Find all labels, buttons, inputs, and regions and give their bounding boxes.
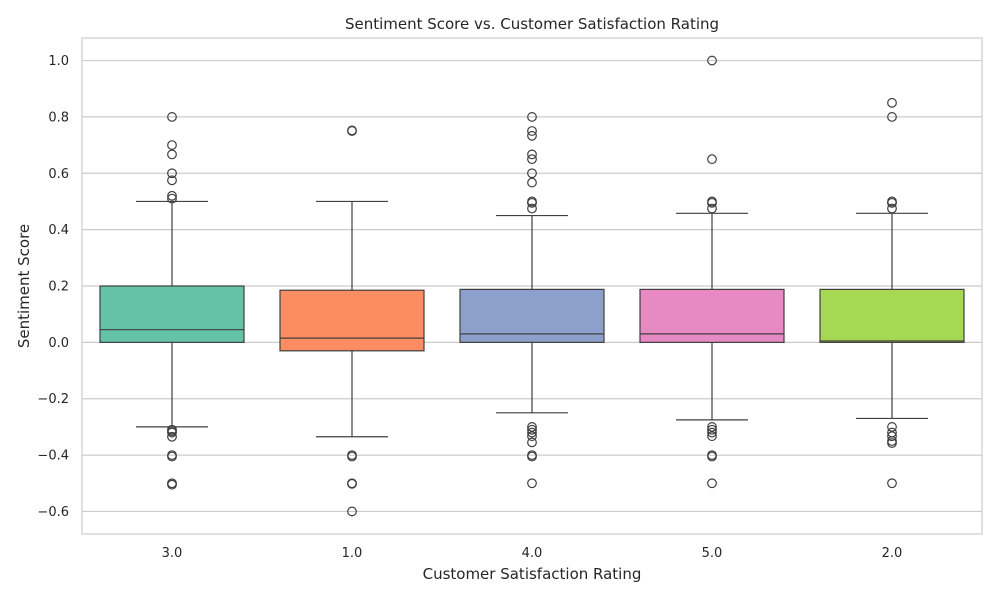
axis-ticks: −0.6 −0.4 −0.2 0.0 0.2 0.4 0.6 0.8 1.0 3.0 1.0 4.0 5… bbox=[37, 54, 902, 561]
outlier-point bbox=[527, 478, 537, 489]
x-axis-label: Customer Satisfaction Rating bbox=[423, 565, 642, 583]
y-tick-label: 0.2 bbox=[48, 280, 69, 295]
outlier-point bbox=[887, 203, 897, 214]
x-tick-label: 3.0 bbox=[162, 546, 183, 561]
chart-title: Sentiment Score vs. Customer Satisfactio… bbox=[345, 15, 719, 33]
outlier-point bbox=[527, 422, 537, 432]
outlier-point bbox=[887, 478, 897, 489]
box-group-2.0 bbox=[819, 97, 965, 489]
box-group-5.0 bbox=[639, 55, 785, 489]
plot-frame bbox=[81, 37, 983, 535]
outlier-point bbox=[707, 154, 717, 165]
box-group-1.0 bbox=[279, 125, 425, 517]
box-series bbox=[99, 55, 965, 517]
outlier-point bbox=[707, 424, 717, 435]
outlier-point bbox=[167, 427, 177, 438]
outlier-point bbox=[707, 451, 717, 462]
y-tick-label: 0.8 bbox=[48, 110, 69, 125]
outlier-point bbox=[527, 437, 537, 448]
outlier-point bbox=[527, 431, 537, 442]
x-tick-label: 5.0 bbox=[702, 546, 723, 561]
box-group-3.0 bbox=[99, 112, 245, 490]
y-tick-label: −0.6 bbox=[37, 505, 69, 520]
outlier-point bbox=[707, 431, 717, 442]
box-iqr bbox=[819, 288, 965, 343]
outlier-point bbox=[707, 197, 717, 208]
outlier-point bbox=[527, 168, 537, 179]
x-tick-label: 2.0 bbox=[882, 546, 903, 561]
outlier-point bbox=[887, 422, 897, 432]
outlier-point bbox=[347, 506, 357, 517]
outlier-point bbox=[527, 177, 537, 188]
x-tick-label: 4.0 bbox=[522, 546, 543, 561]
y-tick-label: −0.2 bbox=[37, 392, 69, 407]
x-tick-label: 1.0 bbox=[342, 546, 363, 561]
outlier-point bbox=[527, 451, 537, 462]
outlier-point bbox=[707, 427, 717, 438]
outlier-point bbox=[167, 149, 177, 160]
outlier-point bbox=[347, 478, 357, 489]
outlier-point bbox=[707, 478, 717, 489]
outlier-point bbox=[347, 451, 357, 462]
box-iqr bbox=[99, 285, 245, 343]
outlier-point bbox=[527, 149, 537, 160]
box-group-4.0 bbox=[459, 112, 605, 489]
outlier-point bbox=[887, 438, 897, 448]
outlier-point bbox=[527, 203, 537, 214]
y-axis-label: Sentiment Score bbox=[15, 224, 33, 348]
outlier-point bbox=[527, 427, 537, 438]
outlier-point bbox=[527, 154, 537, 165]
outlier-point bbox=[167, 193, 177, 204]
outlier-point bbox=[887, 112, 897, 122]
outlier-point bbox=[527, 126, 537, 136]
outlier-point bbox=[707, 422, 717, 432]
outlier-point bbox=[167, 190, 177, 201]
outlier-point bbox=[527, 130, 537, 141]
outlier-point bbox=[527, 197, 537, 208]
box-iqr bbox=[279, 289, 425, 352]
outlier-point bbox=[167, 168, 177, 179]
y-tick-label: 0.4 bbox=[48, 223, 69, 238]
outlier-point bbox=[167, 175, 177, 186]
outlier-point bbox=[707, 203, 717, 214]
y-tick-label: −0.4 bbox=[37, 449, 69, 464]
outlier-point bbox=[167, 479, 177, 490]
y-tick-label: 0.6 bbox=[48, 167, 69, 182]
outlier-point bbox=[167, 112, 177, 122]
outlier-point bbox=[527, 424, 537, 435]
outlier-point bbox=[887, 97, 897, 108]
y-tick-label: 0.0 bbox=[48, 336, 69, 351]
outlier-point bbox=[167, 140, 177, 150]
y-tick-label: 1.0 bbox=[48, 54, 69, 69]
outlier-point bbox=[527, 112, 537, 122]
outlier-point bbox=[167, 451, 177, 462]
outlier-point bbox=[887, 197, 897, 208]
outlier-point bbox=[707, 55, 717, 66]
outlier-point bbox=[347, 126, 357, 136]
outlier-point bbox=[887, 431, 897, 442]
outlier-point bbox=[167, 431, 177, 442]
